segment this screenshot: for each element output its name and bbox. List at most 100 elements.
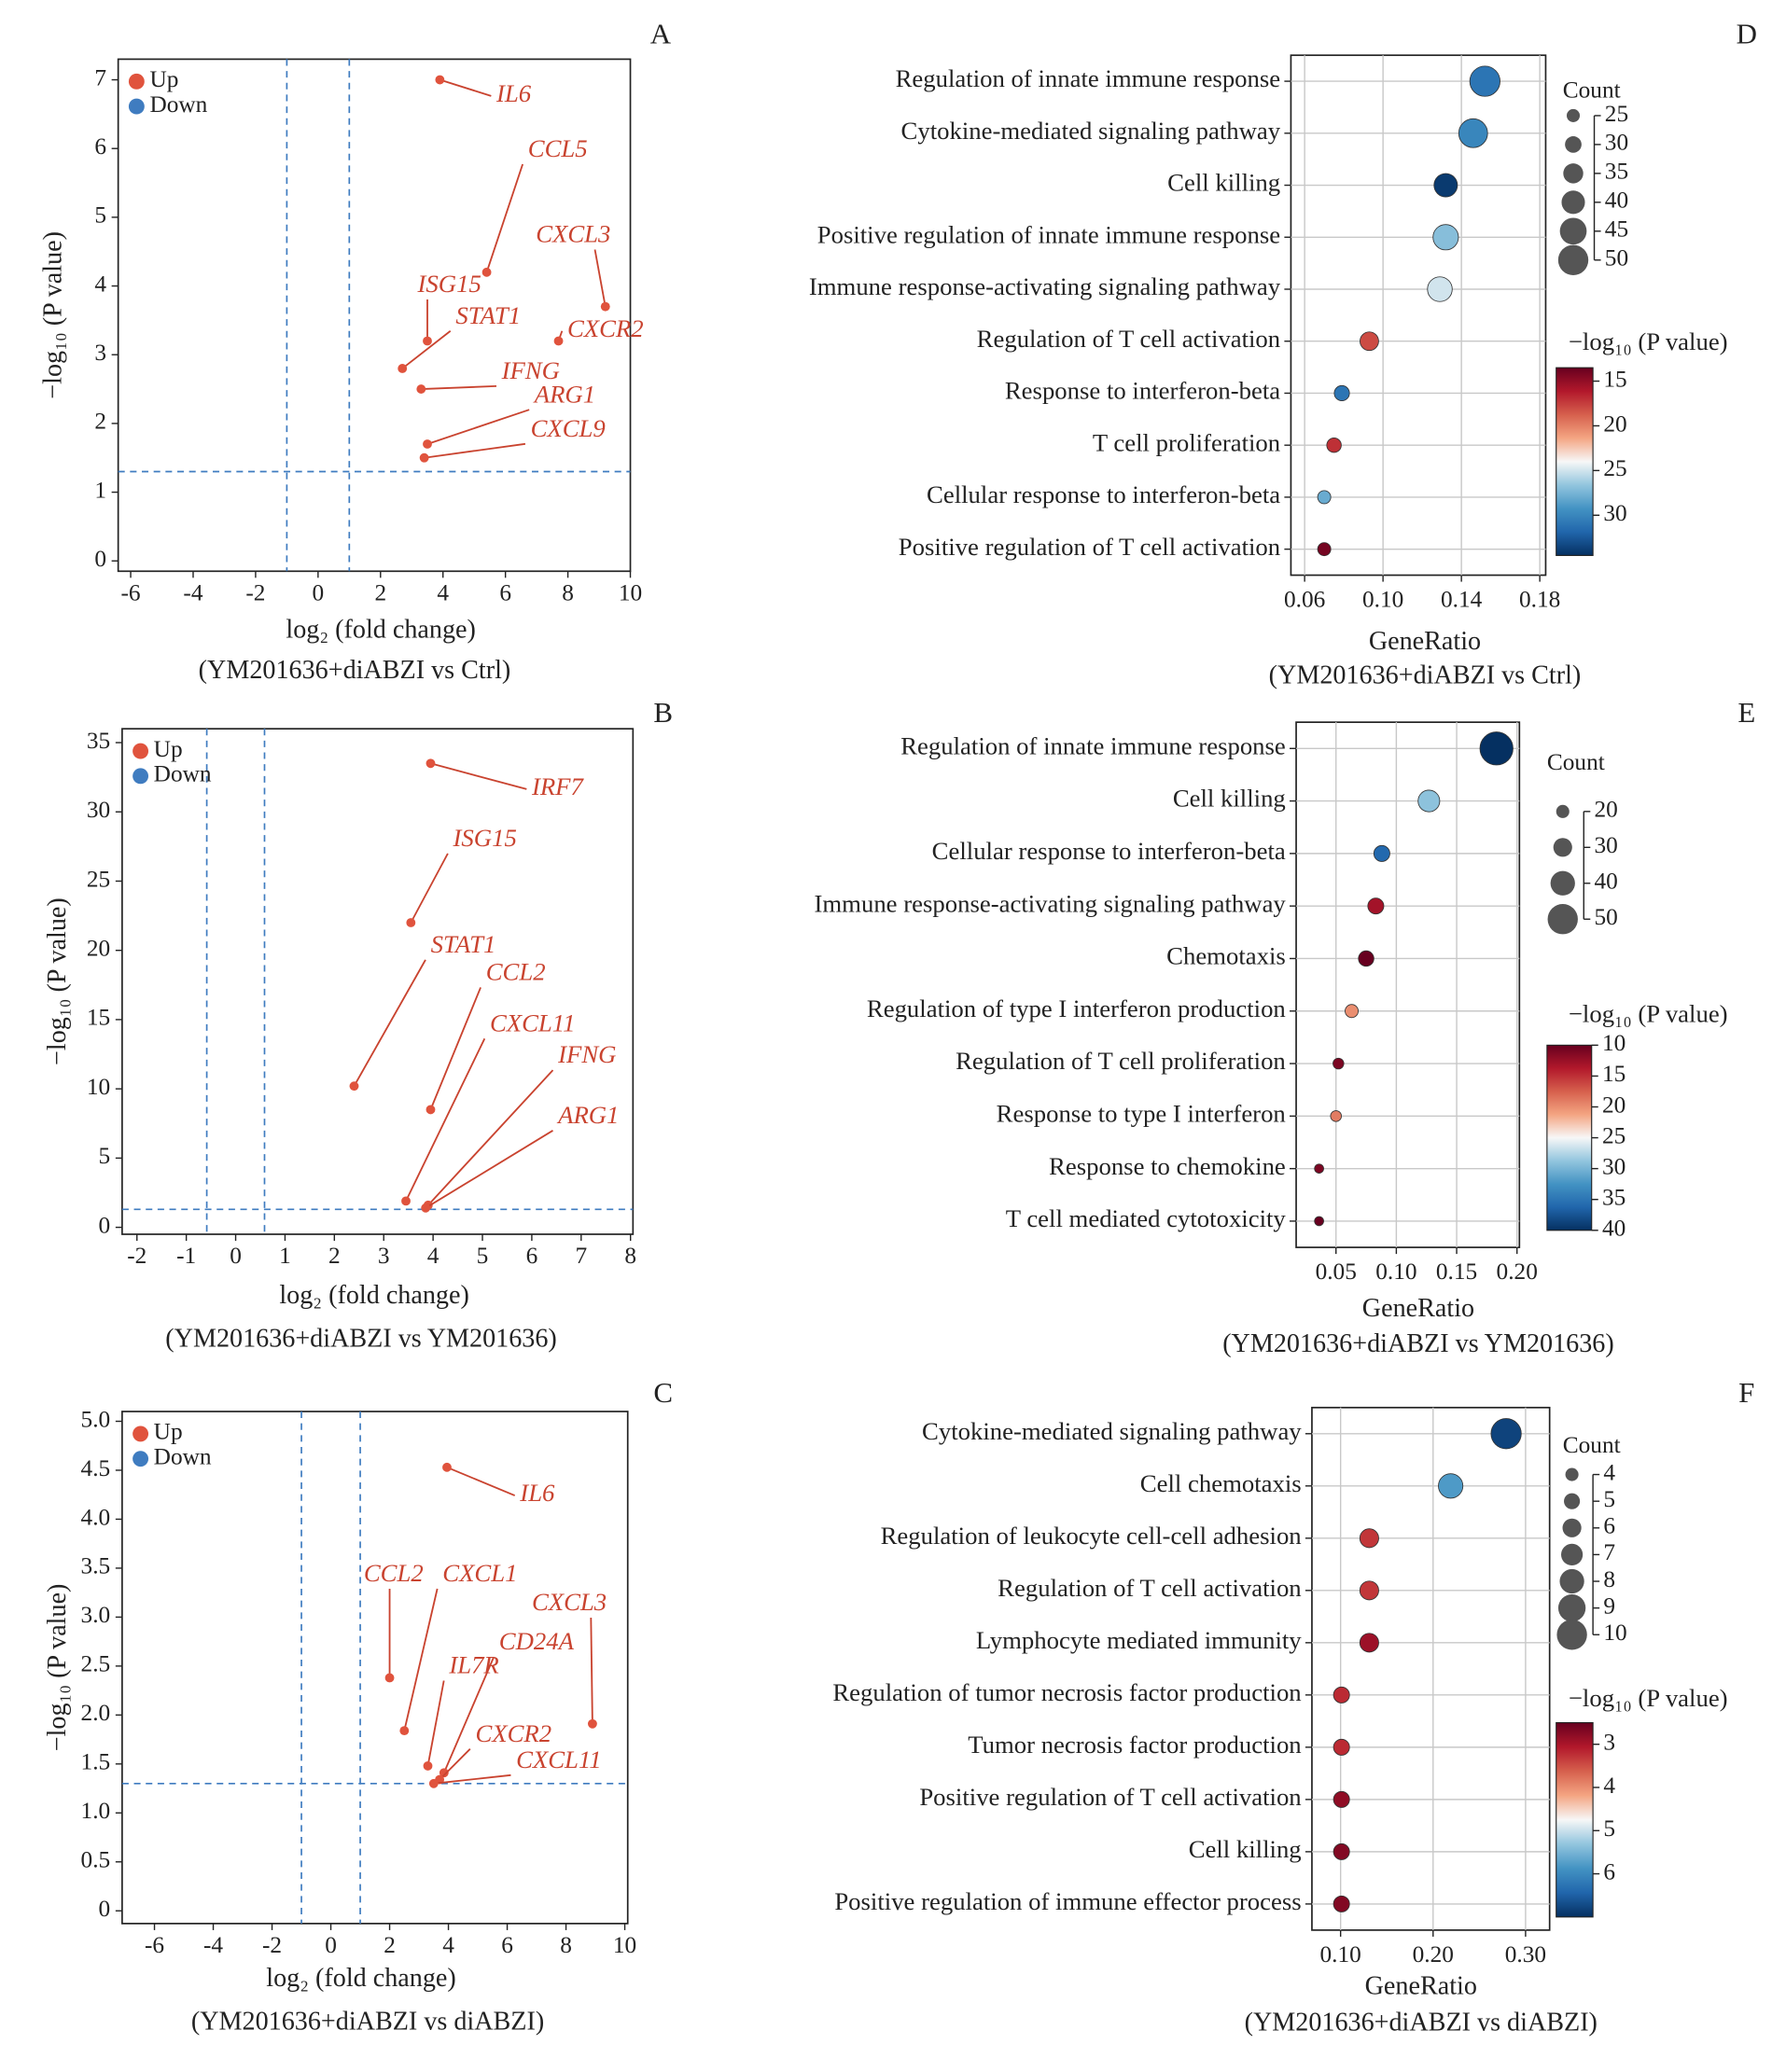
legend-marker (133, 768, 149, 785)
x-tick-label: 0.05 (1316, 1258, 1357, 1285)
legend-label: Up (154, 1419, 183, 1445)
colorbar-title: −log₁₀ (P value) (1569, 327, 1728, 355)
bubble (1469, 65, 1500, 97)
plot-frame (1295, 721, 1521, 1248)
gene-label: CCL2 (364, 1559, 424, 1587)
category-label: Positive regulation of innate immune res… (817, 220, 1280, 248)
category-label: Lymphocyte mediated immunity (976, 1626, 1302, 1654)
size-legend-marker (1557, 244, 1589, 275)
point (423, 336, 432, 346)
y-tick-label: 3 (94, 340, 106, 366)
gene-label: IFNG (501, 356, 560, 384)
panel-letter: C (653, 1376, 673, 1409)
legend-label: Up (154, 736, 183, 762)
annotation-line (424, 442, 526, 459)
plot-frame (121, 1411, 629, 1925)
y-tick-label: 20 (87, 936, 110, 962)
y-tick-label: 0 (99, 1896, 111, 1922)
size-legend-marker (1565, 1467, 1579, 1481)
x-tick-label: 4 (427, 1243, 440, 1269)
bubble (1333, 384, 1350, 402)
y-tick-label: 4.5 (81, 1455, 111, 1481)
legend-marker (133, 1451, 149, 1467)
x-tick-label: 0.30 (1505, 1941, 1546, 1968)
category-label: Positive regulation of immune effector p… (834, 1887, 1301, 1915)
size-legend-label: 40 (1595, 869, 1618, 895)
size-legend-label: 5 (1603, 1486, 1615, 1512)
y-tick-label: 4 (94, 271, 106, 297)
y-tick-label: 15 (87, 1005, 110, 1031)
colorbar-label: 30 (1602, 1153, 1626, 1179)
colorbar-label: 35 (1602, 1185, 1626, 1211)
y-tick-label: 2.5 (81, 1651, 111, 1677)
plot-frame (121, 728, 635, 1235)
size-legend-label: 6 (1603, 1513, 1615, 1539)
category-label: Regulation of leukocyte cell-cell adhesi… (881, 1522, 1302, 1550)
x-axis-label: GeneRatio (1362, 1294, 1474, 1323)
size-legend-marker (1547, 904, 1578, 935)
point (439, 1768, 449, 1778)
point (419, 452, 429, 463)
point (384, 1673, 395, 1683)
x-tick-label: -6 (120, 579, 140, 605)
category-label: Cytokine-mediated signaling pathway (922, 1417, 1302, 1445)
panel-letter: D (1737, 18, 1757, 50)
x-tick-label: 10 (619, 579, 642, 605)
annotation-line (426, 1680, 445, 1767)
subtitle: (YM201636+diABZI vs YM201636) (165, 1324, 557, 1353)
category-label: T cell mediated cytotoxicity (1006, 1204, 1287, 1232)
bubble (1333, 1895, 1350, 1912)
y-tick-label: 2 (94, 409, 106, 435)
point (426, 758, 436, 769)
bubble (1359, 1528, 1379, 1549)
legend-label: Down (154, 761, 212, 787)
category-label: Cellular response to interferon-beta (927, 480, 1280, 508)
point (399, 1726, 410, 1736)
gene-label: CD24A (499, 1627, 575, 1655)
point (421, 1203, 431, 1213)
point (423, 439, 432, 449)
annotation-line (405, 1037, 486, 1202)
annotation-line (485, 163, 523, 273)
category-label: Regulation of innate immune response (896, 64, 1281, 92)
x-tick-label: 0.10 (1375, 1258, 1416, 1285)
bubble (1358, 950, 1374, 967)
gene-label: CXCL11 (490, 1008, 576, 1036)
panel-letter: F (1738, 1376, 1754, 1409)
size-legend-marker (1560, 1543, 1584, 1566)
size-legend-label: 25 (1605, 101, 1628, 127)
panel-letter: B (653, 696, 673, 729)
subtitle: (YM201636+diABZI vs diABZI) (1245, 2009, 1598, 2037)
bubble (1333, 1790, 1350, 1808)
legend-label: Up (149, 66, 178, 92)
y-tick-label: 7 (94, 64, 106, 90)
x-tick-label: 0.20 (1497, 1258, 1538, 1285)
y-tick-label: 1.5 (81, 1749, 111, 1775)
point (435, 75, 445, 85)
size-legend-label: 10 (1603, 1620, 1626, 1646)
bubble (1317, 542, 1332, 557)
size-legend-label: 50 (1595, 904, 1618, 930)
size-legend-label: 8 (1603, 1566, 1615, 1592)
gene-label: ISG15 (417, 270, 481, 298)
annotation-line (401, 330, 452, 369)
x-tick-label: 0 (313, 579, 325, 605)
y-tick-label: 5 (99, 1143, 111, 1169)
size-legend-marker (1559, 1568, 1584, 1594)
x-tick-label: 0.10 (1320, 1941, 1361, 1968)
point (416, 384, 426, 394)
bubble (1345, 1004, 1360, 1019)
y-axis-label: −log₁₀ (P value) (43, 897, 72, 1065)
colorbar-title: −log₁₀ (P value) (1569, 1000, 1728, 1028)
category-label: Regulation of T cell activation (998, 1574, 1302, 1602)
annotation-line (440, 78, 492, 97)
size-legend-label: 20 (1595, 797, 1618, 823)
y-axis-label: −log₁₀ (P value) (39, 231, 68, 399)
x-tick-label: 2 (374, 579, 386, 605)
size-legend-marker (1564, 1493, 1581, 1509)
annotation-line (421, 384, 497, 390)
category-label: Response to interferon-beta (1005, 377, 1280, 405)
panel-letter: E (1737, 696, 1755, 729)
x-tick-label: 8 (562, 579, 574, 605)
annotation-line (433, 1773, 511, 1785)
